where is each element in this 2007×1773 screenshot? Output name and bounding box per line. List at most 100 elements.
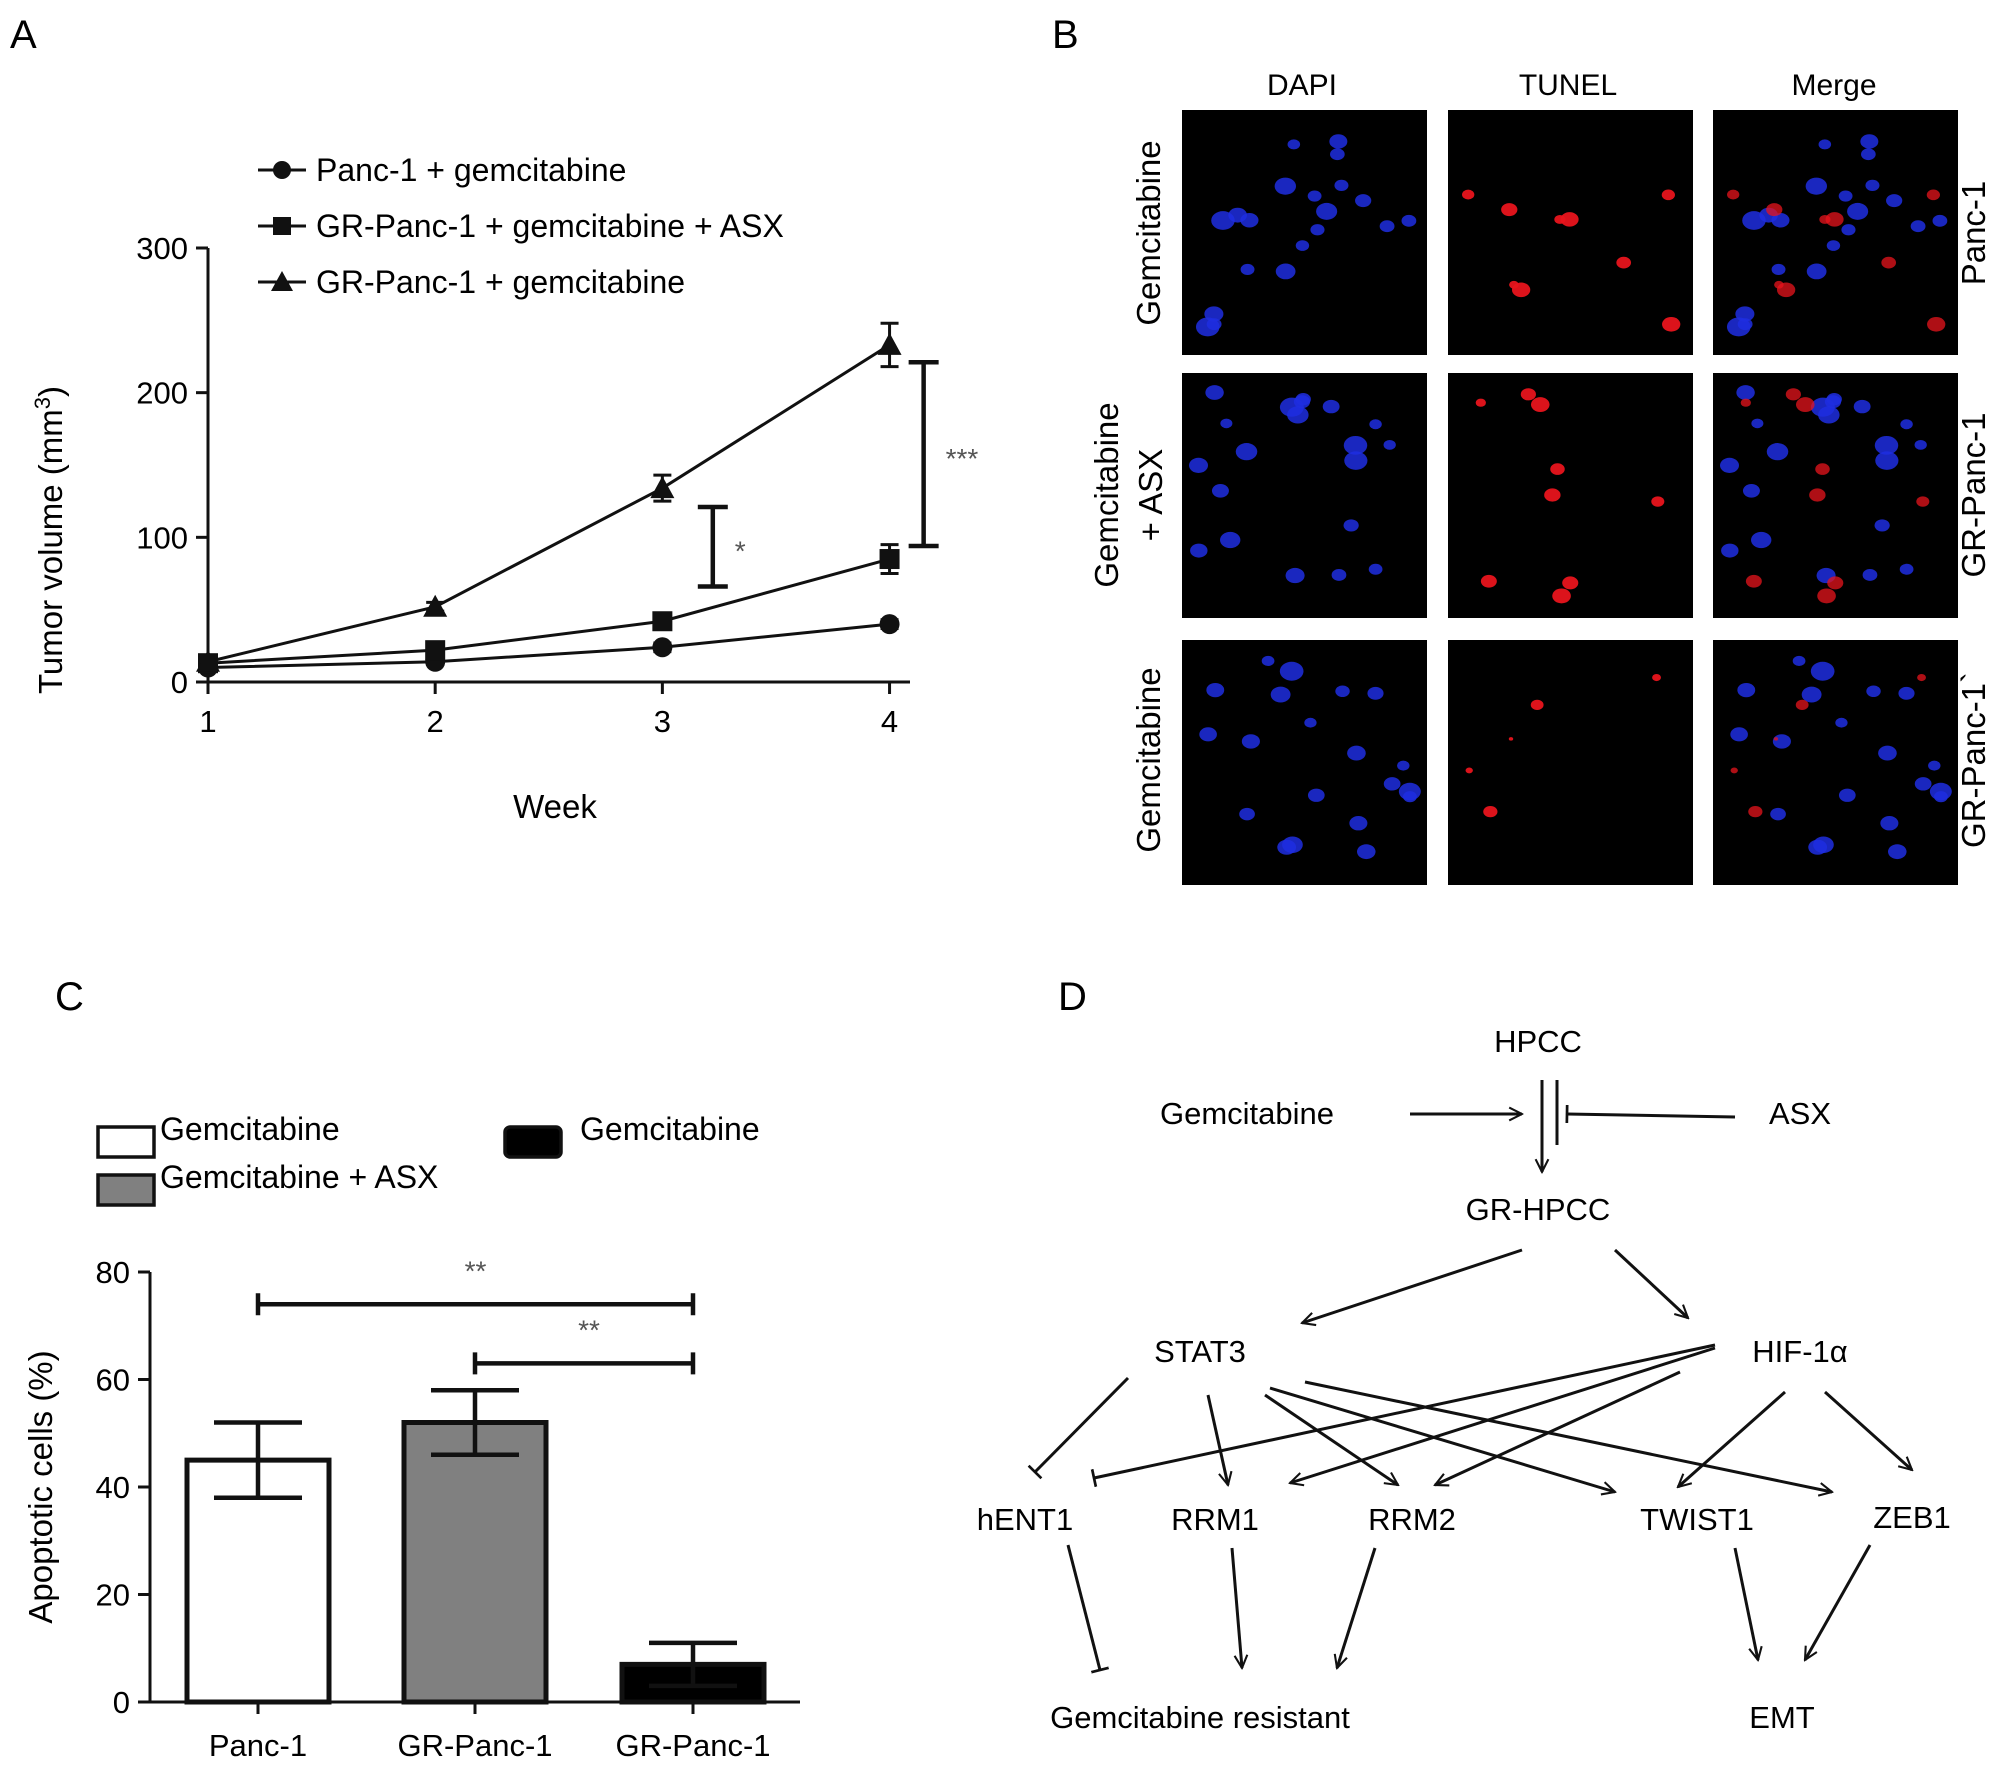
dapi-nucleus (1874, 519, 1890, 532)
edge-stat3-inhibits-hent1 (1027, 1376, 1130, 1480)
edge-rrm2-to-resistance (1337, 1547, 1377, 1668)
a-legend-marker-triangle (271, 271, 293, 291)
dapi-nucleus (1737, 318, 1753, 331)
edge-twist1-to-emt (1733, 1547, 1758, 1660)
edge-hif1a-to-rrm2 (1435, 1370, 1681, 1485)
tunel-positive-cell (1819, 214, 1831, 224)
dapi-nucleus (1279, 661, 1304, 681)
node-rrm2: RRM2 (1368, 1502, 1456, 1537)
tunel-positive-cell (1727, 189, 1740, 200)
tunel-positive-cell (1662, 316, 1681, 332)
panel-label-a: A (10, 13, 37, 57)
row-left-label-2a: Gemcitabine (1088, 402, 1125, 587)
micrograph-tunel-row-1 (1448, 110, 1693, 355)
dapi-nucleus (1736, 385, 1755, 400)
dapi-nucleus (1316, 202, 1338, 220)
edge-rrm1-to-resistance (1230, 1547, 1242, 1668)
apoptosis-bar-chart: Apoptotic cells (%) 0 20 40 60 80 Panc-1 GR-Pa… (22, 1111, 800, 1763)
tunel-positive-cell (1550, 463, 1565, 475)
dapi-nucleus (1861, 148, 1876, 161)
node-hent1: hENT1 (977, 1502, 1073, 1537)
edge-hif1a-to-zeb1 (1823, 1390, 1912, 1470)
tunel-positive-cell (1916, 496, 1930, 507)
a-significance-label: * (735, 536, 746, 567)
c-y-tick-label: 60 (96, 1363, 130, 1398)
dapi-nucleus (1771, 263, 1786, 276)
row-left-label-2b: + ASX (1132, 449, 1169, 542)
edge-stat3-to-rrm1 (1206, 1394, 1228, 1485)
tunel-positive-cell (1917, 673, 1926, 682)
tunel-positive-cell (1766, 203, 1783, 217)
a-legend-marker-square (273, 217, 291, 235)
dapi-nucleus (1270, 686, 1291, 703)
dapi-nucleus (1235, 443, 1258, 461)
dapi-nucleus (1274, 177, 1297, 195)
edge-stat3-to-twist1 (1269, 1386, 1615, 1492)
dapi-nucleus (1730, 727, 1748, 742)
dapi-nucleus (1721, 543, 1739, 558)
dapi-nucleus (1770, 807, 1786, 821)
micrograph-dapi-row-3 (1182, 640, 1427, 885)
dapi-nucleus (1369, 419, 1382, 430)
tunel-positive-cell (1795, 699, 1809, 710)
dapi-nucleus (1190, 543, 1208, 558)
tunel-positive-cell (1661, 189, 1675, 201)
node-gemcitabine: Gemcitabine (1160, 1096, 1334, 1131)
dapi-nucleus (1307, 788, 1325, 802)
c-y-tick-label: 40 (96, 1470, 130, 1505)
dapi-nucleus (1241, 734, 1260, 749)
node-twist1: TWIST1 (1640, 1502, 1754, 1537)
dapi-nucleus (1368, 563, 1383, 575)
dapi-nucleus (1401, 214, 1417, 227)
node-rrm1: RRM1 (1171, 1502, 1259, 1537)
dapi-nucleus (1719, 457, 1740, 473)
dapi-nucleus (1356, 844, 1376, 860)
row-left-label-3: Gemcitabine (1130, 667, 1167, 852)
tunel-positive-cell (1652, 673, 1661, 682)
c-significance-label: ** (578, 1314, 600, 1345)
dapi-nucleus (1838, 190, 1853, 202)
tunel-positive-cell (1483, 805, 1498, 818)
a-data-point-circle (879, 614, 900, 635)
dapi-nucleus (1928, 760, 1941, 771)
edge-gr-hpcc-to-hif1a (1613, 1248, 1688, 1318)
dapi-nucleus (1211, 483, 1229, 498)
a-x-tick-label: 4 (881, 704, 898, 739)
dapi-nucleus (1307, 190, 1322, 202)
dapi-nucleus (1334, 179, 1349, 191)
dapi-nucleus (1772, 734, 1791, 749)
c-y-axis-label: Apoptotic cells (%) (22, 1350, 59, 1623)
column-header-tunel: TUNEL (1519, 69, 1617, 102)
a-y-axis-label: Tumor volume (mm3) (30, 386, 69, 694)
panel-label-b: B (1052, 13, 1079, 57)
dapi-nucleus (1343, 435, 1368, 455)
dapi-nucleus (1826, 240, 1841, 251)
dapi-nucleus (1287, 406, 1309, 424)
dapi-nucleus (1355, 194, 1372, 208)
dapi-nucleus (1875, 451, 1899, 470)
a-data-point-triangle (423, 594, 448, 617)
dapi-nucleus (1349, 816, 1368, 831)
dapi-nucleus (1899, 563, 1914, 575)
tunel-positive-cell (1530, 699, 1544, 710)
dapi-nucleus (1805, 177, 1828, 195)
dapi-nucleus (1403, 791, 1417, 803)
tunel-positive-cell (1773, 737, 1779, 741)
dapi-nucleus (1347, 745, 1366, 761)
dapi-nucleus (1847, 202, 1869, 220)
tunel-positive-cell (1554, 214, 1566, 224)
edge-hif1a-to-twist1 (1678, 1390, 1786, 1487)
c-legend-label-2: Gemcitabine + ASX (160, 1159, 438, 1195)
a-data-point-triangle (877, 332, 902, 355)
tunel-positive-cell (1480, 574, 1497, 588)
dapi-nucleus (1818, 139, 1832, 150)
edge-asx-inhibits-hpcc (1565, 1104, 1736, 1124)
dapi-nucleus (1742, 483, 1760, 498)
a-y-tick-label: 200 (136, 376, 188, 411)
tunel-positive-cell (1552, 588, 1571, 604)
node-stat3: STAT3 (1154, 1334, 1246, 1369)
panel-label-c: C (55, 975, 84, 1019)
tunel-positive-cell (1520, 388, 1536, 401)
a-series-line-2 (207, 557, 890, 665)
